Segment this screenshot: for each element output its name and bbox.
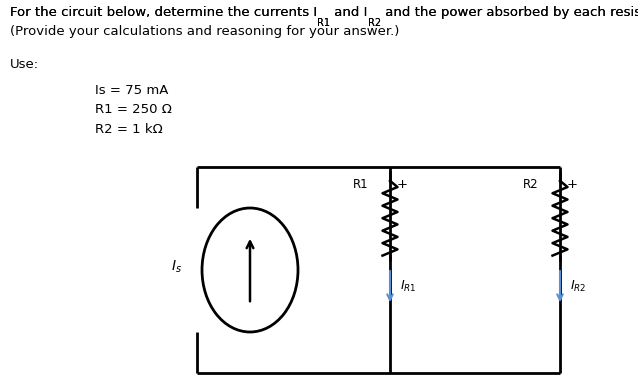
Text: For the circuit below, determine the currents I: For the circuit below, determine the cur… [10,6,317,19]
Text: +: + [567,179,578,191]
Text: and I: and I [330,6,367,19]
Text: and the power absorbed by each resistor:: and the power absorbed by each resistor: [381,6,638,19]
Text: R2 = 1 kΩ: R2 = 1 kΩ [95,123,163,136]
Text: $I_{R1}$: $I_{R1}$ [400,279,417,294]
Text: R2: R2 [523,179,538,191]
Text: Use:: Use: [10,58,39,71]
Text: (Provide your calculations and reasoning for your answer.): (Provide your calculations and reasoning… [10,26,399,39]
Text: R1: R1 [317,18,330,28]
Text: R2: R2 [367,18,381,28]
Text: Is = 75 mA: Is = 75 mA [95,84,168,97]
Text: R1: R1 [352,179,368,191]
Text: For the circuit below, determine the currents I: For the circuit below, determine the cur… [10,6,317,19]
Text: $I_s$: $I_s$ [171,259,182,275]
Text: and I: and I [330,6,367,19]
Text: R1 = 250 Ω: R1 = 250 Ω [95,103,172,116]
Text: +: + [397,179,408,191]
Text: and the power absorbed by each resistor:: and the power absorbed by each resistor: [381,6,638,19]
Text: R2: R2 [367,18,381,28]
Text: R1: R1 [317,18,330,28]
Text: $I_{R2}$: $I_{R2}$ [570,279,586,294]
